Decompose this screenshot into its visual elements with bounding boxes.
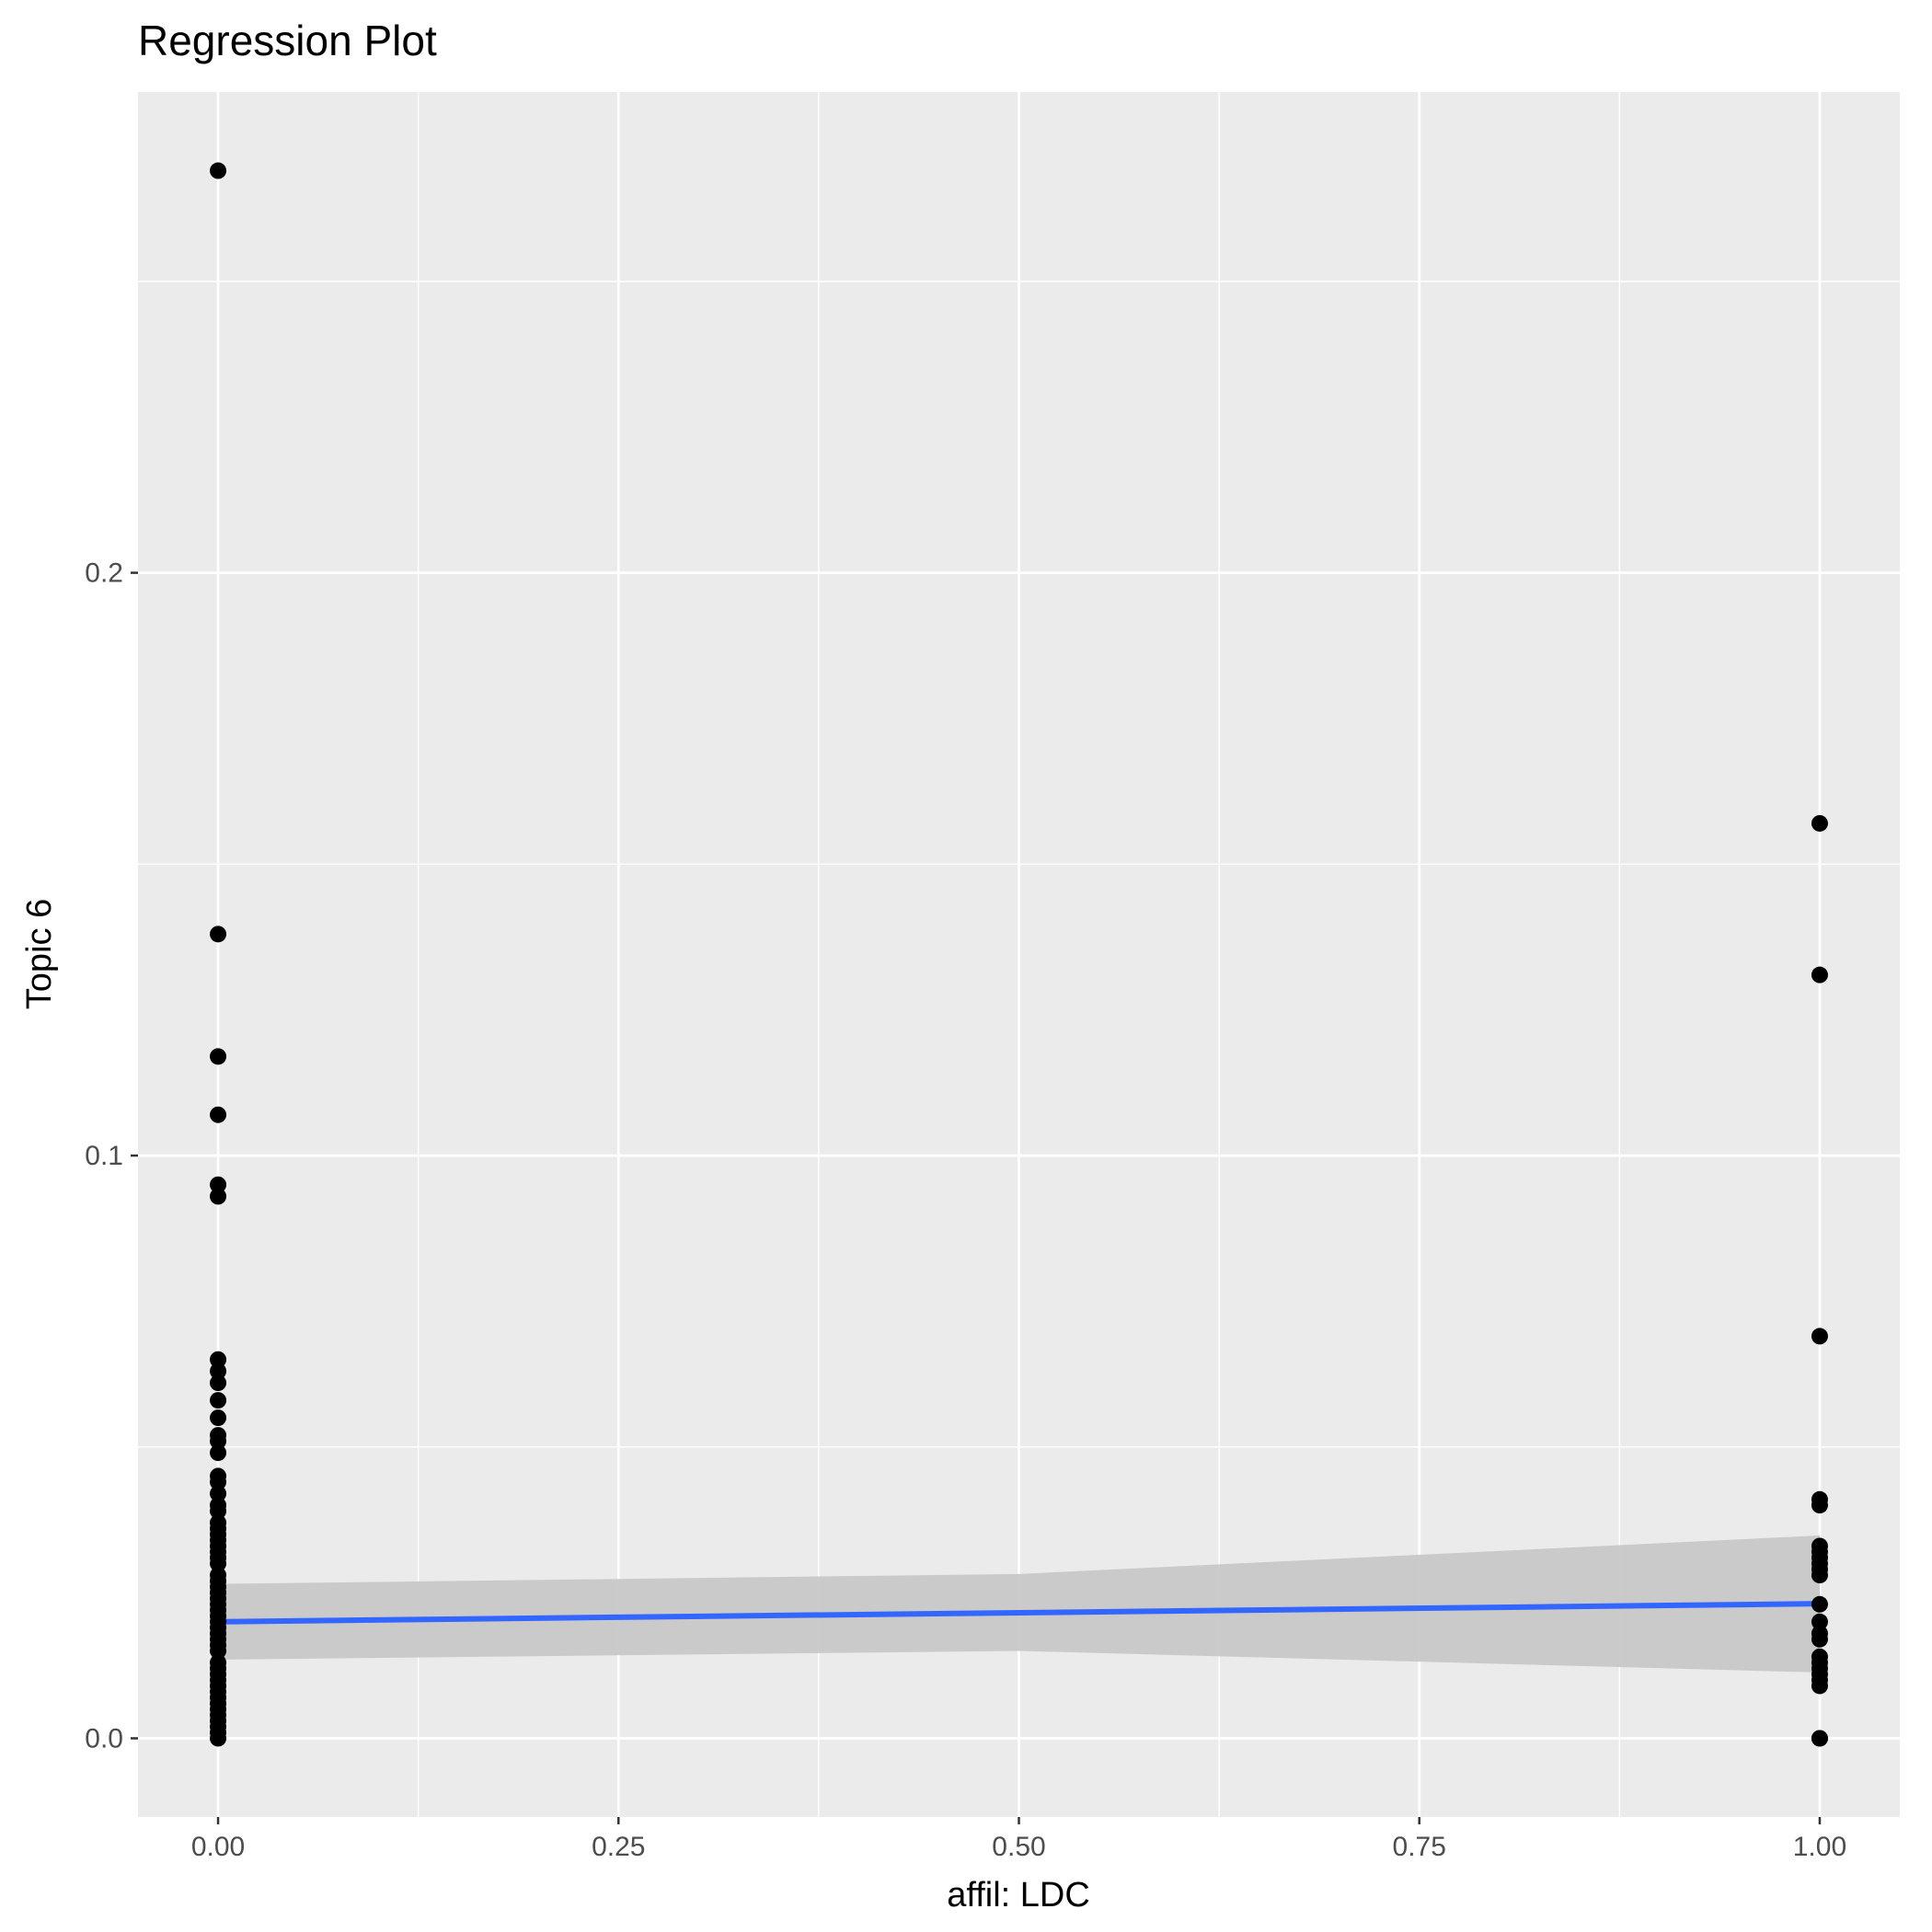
data-point <box>1811 814 1828 832</box>
data-point <box>1811 1328 1828 1345</box>
data-point <box>210 1444 227 1462</box>
x-tick-label: 0.00 <box>191 1832 245 1862</box>
data-point <box>1811 1595 1828 1613</box>
y-tick-label: 0.0 <box>85 1723 123 1754</box>
x-tick-label: 1.00 <box>1793 1832 1846 1862</box>
data-point <box>210 1048 227 1065</box>
data-point <box>1811 1613 1828 1630</box>
major-grid <box>138 92 1900 1817</box>
data-point <box>1811 1490 1828 1508</box>
regression-line <box>218 1601 1820 1625</box>
confidence-band-layer <box>218 1535 1820 1673</box>
data-point <box>210 1485 227 1502</box>
data-point <box>1811 966 1828 983</box>
data-point <box>210 1351 227 1368</box>
chart-title: Regression Plot <box>138 17 437 64</box>
data-point <box>210 1409 227 1427</box>
data-point <box>210 1555 227 1572</box>
data-point <box>210 162 227 179</box>
fit-line-layer <box>218 1601 1820 1625</box>
x-tick-label: 0.75 <box>1393 1832 1446 1862</box>
x-tick-label: 0.25 <box>592 1832 645 1862</box>
data-point <box>210 1642 227 1660</box>
data-point <box>210 1106 227 1123</box>
data-point <box>210 1730 227 1747</box>
data-point <box>1811 1730 1828 1747</box>
data-point <box>210 1392 227 1409</box>
data-point <box>210 1502 227 1520</box>
data-point <box>1811 1567 1828 1584</box>
y-tick-label: 0.1 <box>85 1141 123 1171</box>
y-axis: 0.0 0.1 0.2 <box>85 558 138 1754</box>
y-tick-label: 0.2 <box>85 558 123 589</box>
data-point <box>1811 1677 1828 1695</box>
confidence-band <box>218 1535 1820 1673</box>
data-point <box>210 1374 227 1392</box>
x-tick-label: 0.50 <box>992 1832 1045 1862</box>
data-point <box>210 1176 227 1193</box>
data-point <box>210 1188 227 1205</box>
data-point <box>210 926 227 943</box>
points-layer <box>210 162 1828 1747</box>
data-point <box>1811 1630 1828 1648</box>
x-axis-title: affil: LDC <box>947 1876 1090 1915</box>
data-point <box>210 1432 227 1450</box>
x-axis: 0.00 0.25 0.50 0.75 1.00 <box>191 1817 1846 1862</box>
data-point <box>210 1363 227 1380</box>
y-axis-title: Topic 6 <box>20 899 59 1009</box>
data-point <box>210 1473 227 1490</box>
